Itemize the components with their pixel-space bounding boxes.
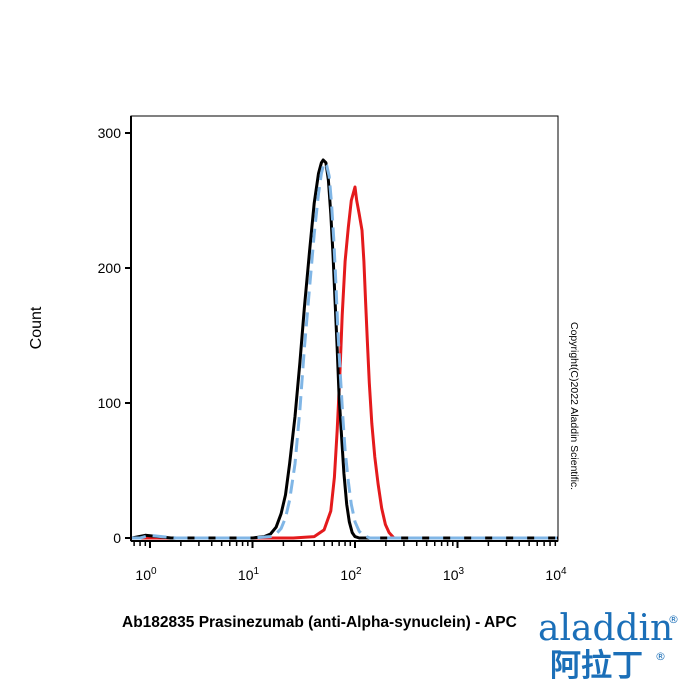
- y-axis-title: Count: [28, 306, 45, 349]
- x-tick-label: 104: [545, 566, 567, 583]
- logo-brand-chinese: 阿拉丁: [550, 648, 643, 684]
- x-axis-ticks: 100 101 102 103 104: [133, 541, 567, 583]
- x-axis-title: Ab182835 Prasinezumab (anti-Alpha-synucl…: [122, 614, 517, 631]
- series-line-1: [130, 185, 559, 540]
- x-tick-label: 101: [238, 566, 260, 583]
- logo-registered-mark: ®: [668, 613, 679, 626]
- x-tick-label: 102: [340, 566, 362, 583]
- series-line-2: [130, 158, 559, 540]
- x-tick-label: 100: [135, 566, 157, 583]
- y-tick-label: 100: [98, 395, 122, 411]
- series-line-3: [132, 161, 557, 540]
- x-tick-label: 103: [443, 566, 465, 583]
- logo-background: [540, 610, 680, 685]
- series-layer: [130, 158, 559, 540]
- y-axis-ticks: 0 100 200 300: [98, 125, 131, 546]
- aladdin-logo: aladdin ® 阿拉丁 ®: [538, 608, 680, 685]
- logo-registered-mark-cn: ®: [655, 650, 666, 663]
- y-tick-label: 200: [98, 260, 122, 276]
- y-tick-label: 0: [113, 530, 121, 546]
- copyright-text: Copyright(C)2022 Aladdin Scientific.: [568, 322, 580, 490]
- y-tick-label: 300: [98, 125, 122, 141]
- logo-brand-latin: aladdin: [538, 608, 673, 649]
